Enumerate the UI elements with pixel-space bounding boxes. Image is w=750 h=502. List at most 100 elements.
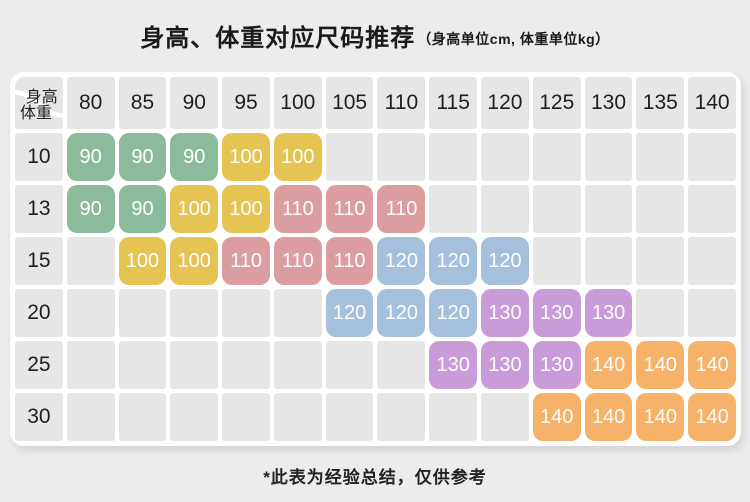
empty-cell — [118, 341, 167, 389]
empty-cell — [688, 185, 736, 233]
size-badge-120: 120 — [429, 237, 478, 285]
size-badge-130: 130 — [584, 289, 633, 337]
size-badge-120: 120 — [325, 289, 374, 337]
page-subtitle: （身高单位cm, 体重单位kg） — [417, 30, 610, 47]
column-header-85: 85 — [118, 77, 167, 129]
column-header-140: 140 — [688, 77, 736, 129]
empty-cell — [429, 185, 478, 233]
size-badge-90: 90 — [118, 133, 167, 181]
size-badge-120: 120 — [481, 237, 529, 285]
empty-cell — [584, 133, 633, 181]
size-badge-140: 140 — [636, 341, 685, 389]
size-badge-110: 110 — [325, 237, 374, 285]
column-header-95: 95 — [222, 77, 270, 129]
size-badge-140: 140 — [636, 393, 685, 441]
corner-cell: 身高 体重 — [15, 77, 63, 129]
row-header-25: 25 — [15, 341, 63, 389]
empty-cell — [688, 289, 736, 337]
empty-cell — [118, 393, 167, 441]
column-header-100: 100 — [273, 77, 322, 129]
empty-cell — [377, 341, 426, 389]
diagonal-divider-curve — [15, 89, 63, 119]
empty-cell — [636, 237, 685, 285]
column-header-110: 110 — [377, 77, 426, 129]
empty-cell — [273, 393, 322, 441]
size-badge-100: 100 — [170, 237, 219, 285]
empty-cell — [170, 393, 219, 441]
empty-cell — [66, 289, 115, 337]
empty-cell — [584, 237, 633, 285]
size-badge-110: 110 — [222, 237, 270, 285]
empty-cell — [66, 393, 115, 441]
footnote: *此表为经验总结，仅供参考 — [263, 468, 487, 487]
empty-cell — [429, 393, 478, 441]
size-badge-130: 130 — [429, 341, 478, 389]
size-badge-130: 130 — [481, 341, 529, 389]
row-header-20: 20 — [15, 289, 63, 337]
empty-cell — [532, 237, 581, 285]
empty-cell — [377, 133, 426, 181]
size-badge-100: 100 — [170, 185, 219, 233]
row-header-13: 13 — [15, 185, 63, 233]
size-badge-130: 130 — [532, 341, 581, 389]
page-header: 身高、体重对应尺码推荐 （身高单位cm, 体重单位kg） — [0, 0, 750, 70]
empty-cell — [532, 133, 581, 181]
size-badge-120: 120 — [377, 237, 426, 285]
height-axis-label: 身高 — [25, 89, 58, 106]
empty-cell — [66, 341, 115, 389]
empty-cell — [273, 289, 322, 337]
weight-axis-label: 体重 — [20, 105, 53, 122]
empty-cell — [481, 185, 529, 233]
size-badge-120: 120 — [377, 289, 426, 337]
empty-cell — [636, 133, 685, 181]
empty-cell — [481, 393, 529, 441]
size-badge-100: 100 — [118, 237, 167, 285]
size-badge-110: 110 — [325, 185, 374, 233]
empty-cell — [688, 237, 736, 285]
row-header-10: 10 — [15, 133, 63, 181]
size-badge-140: 140 — [584, 393, 633, 441]
empty-cell — [636, 185, 685, 233]
empty-cell — [273, 341, 322, 389]
empty-cell — [222, 289, 270, 337]
empty-cell — [66, 237, 115, 285]
empty-cell — [429, 133, 478, 181]
empty-cell — [118, 289, 167, 337]
column-header-130: 130 — [584, 77, 633, 129]
empty-cell — [222, 393, 270, 441]
empty-cell — [325, 393, 374, 441]
size-table-card: 身高 体重 80 85 90 95 100 105 110 115 120 125 130 135 14… — [10, 72, 741, 446]
size-badge-140: 140 — [532, 393, 581, 441]
size-badge-100: 100 — [222, 185, 270, 233]
size-badge-130: 130 — [532, 289, 581, 337]
column-header-105: 105 — [325, 77, 374, 129]
empty-cell — [325, 133, 374, 181]
empty-cell — [377, 393, 426, 441]
column-header-135: 135 — [636, 77, 685, 129]
empty-cell — [636, 289, 685, 337]
size-badge-130: 130 — [481, 289, 529, 337]
empty-cell — [222, 341, 270, 389]
size-badge-110: 110 — [273, 185, 322, 233]
size-badge-100: 100 — [273, 133, 322, 181]
empty-cell — [481, 133, 529, 181]
empty-cell — [170, 341, 219, 389]
column-header-80: 80 — [66, 77, 115, 129]
size-badge-140: 140 — [688, 341, 736, 389]
page-title: 身高、体重对应尺码推荐 — [140, 24, 416, 52]
size-badge-140: 140 — [584, 341, 633, 389]
column-header-125: 125 — [532, 77, 581, 129]
empty-cell — [325, 341, 374, 389]
size-badge-90: 90 — [66, 133, 115, 181]
size-badge-100: 100 — [222, 133, 270, 181]
size-badge-120: 120 — [429, 289, 478, 337]
column-header-90: 90 — [170, 77, 219, 129]
size-badge-90: 90 — [118, 185, 167, 233]
size-badge-90: 90 — [170, 133, 219, 181]
column-header-115: 115 — [429, 77, 478, 129]
row-header-15: 15 — [15, 237, 63, 285]
row-header-30: 30 — [15, 393, 63, 441]
size-badge-90: 90 — [66, 185, 115, 233]
empty-cell — [532, 185, 581, 233]
empty-cell — [170, 289, 219, 337]
